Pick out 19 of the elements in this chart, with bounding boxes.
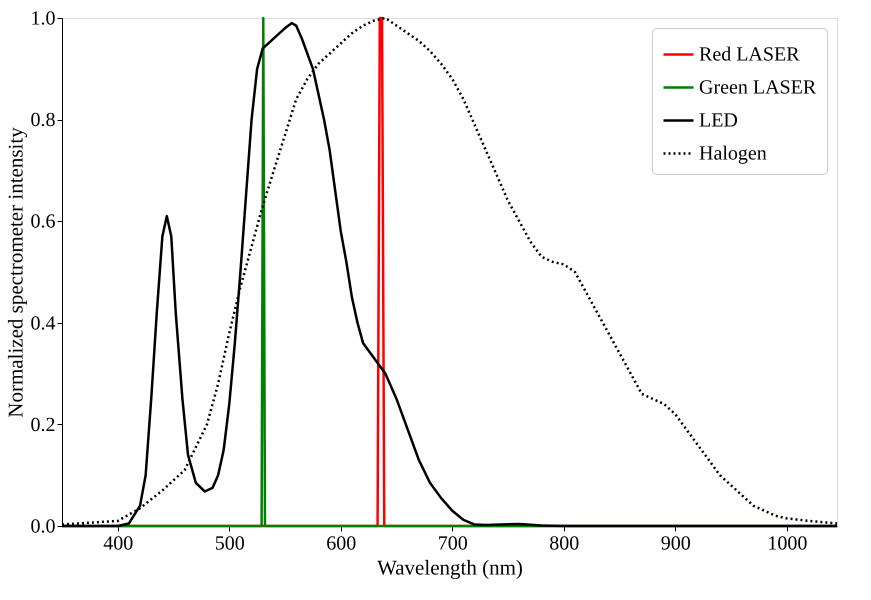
x-tick-label: 900 [660, 532, 691, 554]
y-tick-label: 0.8 [30, 109, 56, 132]
y-axis-title: Normalized spectrometer intensity [4, 126, 28, 418]
legend-label: Red LASER [699, 44, 800, 66]
y-tick-label: 0.0 [30, 516, 56, 538]
x-tick-label: 500 [214, 532, 245, 554]
x-tick-label: 700 [438, 532, 468, 554]
legend-label: LED [699, 110, 738, 132]
x-tick-label: 400 [103, 532, 134, 554]
y-tick-label: 0.2 [30, 414, 56, 436]
legend-label: Halogen [699, 142, 767, 164]
y-tick-label: 1.0 [30, 8, 56, 30]
x-tick-label: 1000 [767, 532, 808, 554]
x-axis-title: Wavelength (nm) [377, 556, 523, 580]
x-tick-label: 800 [549, 532, 580, 554]
y-tick-label: 0.6 [30, 210, 56, 233]
y-tick-label: 0.4 [30, 312, 56, 334]
legend-label: Green LASER [699, 76, 817, 98]
x-tick-label: 600 [326, 532, 356, 554]
